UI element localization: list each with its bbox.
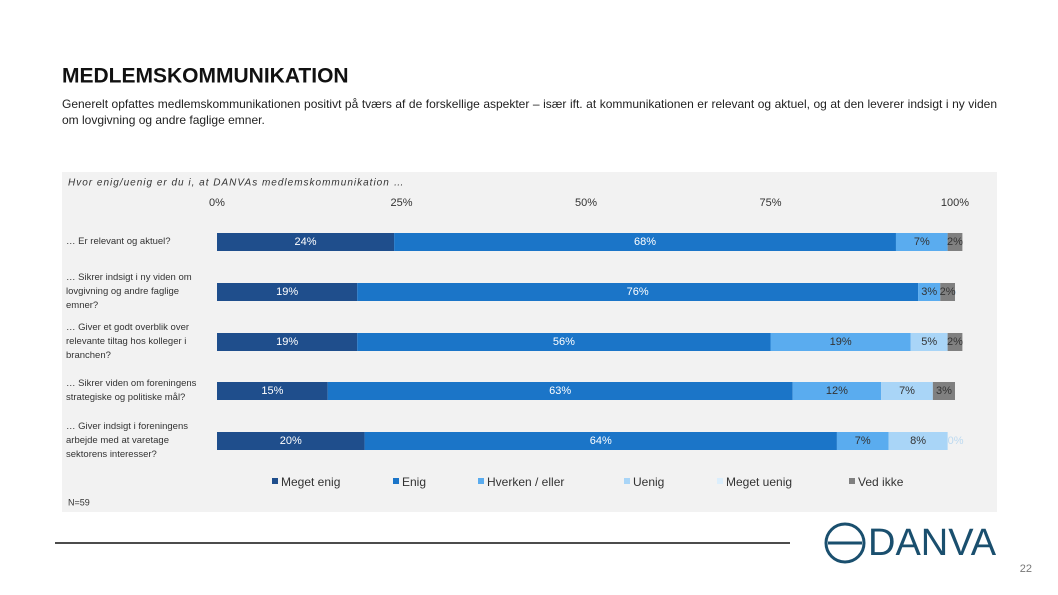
category-label: … Sikrer viden om foreningens strategisk…	[66, 378, 197, 403]
value-label: 68%	[634, 236, 656, 248]
value-label: 0%	[948, 435, 964, 447]
legend-swatch	[624, 478, 630, 484]
slide-title: MEDLEMSKOMMUNIKATION	[62, 65, 349, 88]
value-label: 2%	[947, 236, 963, 248]
bar-segment	[881, 382, 933, 400]
bar-segment	[947, 233, 963, 251]
legend-swatch	[478, 478, 484, 484]
value-label: 63%	[549, 385, 571, 397]
x-tick-label: 25%	[390, 197, 412, 209]
bar-segment	[394, 233, 896, 251]
value-label: 19%	[830, 336, 852, 348]
bar-segment	[895, 233, 948, 251]
legend-swatch	[272, 478, 278, 484]
bar-segment	[217, 283, 358, 301]
bar-segment	[836, 432, 889, 450]
value-label: 19%	[276, 286, 298, 298]
value-label: 7%	[855, 435, 871, 447]
bar-segment	[918, 283, 941, 301]
value-label: 2%	[947, 336, 963, 348]
value-label: 15%	[261, 385, 283, 397]
bar-segment	[940, 283, 955, 301]
value-label: 12%	[826, 385, 848, 397]
bar-segment	[364, 432, 837, 450]
bar-segment	[888, 432, 948, 450]
bar-segment	[770, 333, 911, 351]
value-label: 24%	[295, 236, 317, 248]
value-label: 64%	[590, 435, 612, 447]
legend-swatch	[717, 478, 723, 484]
legend-label: Meget uenig	[726, 475, 792, 489]
category-label: … Giver et godt overblik over relevante …	[66, 322, 190, 361]
value-label: 56%	[553, 336, 575, 348]
value-label: 7%	[914, 236, 930, 248]
value-label: 5%	[921, 336, 937, 348]
category-label: … Sikrer indsigt i ny viden om lovgivnin…	[66, 272, 192, 311]
category-label: … Giver indsigt i foreningens arbejde me…	[66, 421, 188, 460]
logo-icon	[824, 522, 866, 564]
legend-label: Ved ikke	[858, 475, 904, 489]
legend-swatch	[393, 478, 399, 484]
logo-text: DANVA	[868, 522, 997, 564]
x-tick-label: 50%	[575, 197, 597, 209]
legend-label: Meget enig	[281, 475, 340, 489]
x-tick-label: 100%	[941, 197, 969, 209]
bar-segment	[217, 333, 358, 351]
bar-segment	[217, 382, 328, 400]
value-label: 2%	[940, 286, 956, 298]
value-label: 76%	[627, 286, 649, 298]
legend-label: Enig	[402, 475, 426, 489]
slide-subtitle: Generelt opfattes medlemskommunikationen…	[62, 97, 997, 127]
bar-segment	[910, 333, 948, 351]
legend-label: Uenig	[633, 475, 664, 489]
bar-segment	[217, 233, 395, 251]
value-label: 3%	[936, 385, 952, 397]
bar-segment	[217, 432, 365, 450]
legend-swatch	[849, 478, 855, 484]
bar-segment	[357, 283, 919, 301]
bar-segment	[357, 333, 771, 351]
sample-size: N=59	[68, 497, 90, 507]
bar-segment	[947, 333, 963, 351]
value-label: 7%	[899, 385, 915, 397]
chart-title: Hvor enig/uenig er du i, at DANVAs medle…	[68, 178, 405, 189]
value-label: 19%	[276, 336, 298, 348]
x-tick-label: 0%	[209, 197, 225, 209]
value-label: 3%	[921, 286, 937, 298]
bar-segment	[792, 382, 882, 400]
bar-segment	[327, 382, 793, 400]
page-number: 22	[1020, 563, 1032, 575]
value-label: 20%	[280, 435, 302, 447]
x-tick-label: 75%	[759, 197, 781, 209]
bar-segment	[932, 382, 955, 400]
value-label: 8%	[910, 435, 926, 447]
legend-label: Hverken / eller	[487, 475, 564, 489]
category-label: … Er relevant og aktuel?	[66, 236, 171, 247]
